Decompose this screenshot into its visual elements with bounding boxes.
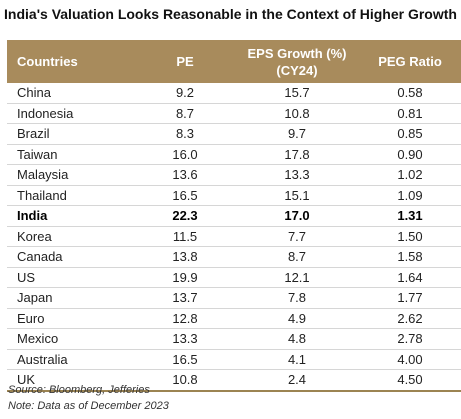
cell-pe: 13.8 (135, 246, 235, 268)
cell-eps-growth: 17.0 (235, 205, 359, 227)
chart-title: India's Valuation Looks Reasonable in th… (4, 6, 457, 22)
cell-country: Malaysia (7, 164, 135, 186)
cell-pe: 11.5 (135, 226, 235, 247)
cell-peg-ratio: 1.50 (359, 226, 461, 247)
cell-country: Mexico (7, 328, 135, 350)
table-row: Malaysia 13.6 13.3 1.02 (7, 164, 461, 186)
cell-country: Euro (7, 308, 135, 329)
cell-pe: 16.5 (135, 349, 235, 370)
table-row: US 19.9 12.1 1.64 (7, 267, 461, 288)
cell-country: China (7, 83, 135, 104)
cell-pe: 9.2 (135, 83, 235, 104)
cell-pe: 8.7 (135, 103, 235, 124)
cell-eps-growth: 2.4 (235, 369, 359, 392)
table-header-row: Countries PE EPS Growth (%) (CY24) PEG R… (7, 40, 461, 83)
valuation-table: Countries PE EPS Growth (%) (CY24) PEG R… (7, 40, 461, 392)
table-row: Australia 16.5 4.1 4.00 (7, 349, 461, 370)
cell-pe: 22.3 (135, 205, 235, 227)
header-eps-growth: EPS Growth (%) (CY24) (235, 40, 359, 83)
table-row: UK 10.8 2.4 4.50 (7, 369, 461, 392)
cell-peg-ratio: 1.31 (359, 205, 461, 227)
cell-country: US (7, 267, 135, 288)
cell-eps-growth: 12.1 (235, 267, 359, 288)
table-row: Indonesia 8.7 10.8 0.81 (7, 103, 461, 124)
cell-pe: 16.0 (135, 144, 235, 165)
header-peg-ratio: PEG Ratio (359, 40, 461, 83)
cell-peg-ratio: 1.09 (359, 185, 461, 206)
header-pe: PE (135, 40, 235, 83)
table-row: Korea 11.5 7.7 1.50 (7, 226, 461, 247)
cell-eps-growth: 8.7 (235, 246, 359, 268)
cell-peg-ratio: 0.81 (359, 103, 461, 124)
cell-pe: 13.7 (135, 287, 235, 309)
cell-peg-ratio: 4.50 (359, 369, 461, 392)
table-row: Mexico 13.3 4.8 2.78 (7, 328, 461, 350)
cell-country: Japan (7, 287, 135, 309)
table-row: Taiwan 16.0 17.8 0.90 (7, 144, 461, 165)
cell-peg-ratio: 1.77 (359, 287, 461, 309)
cell-eps-growth: 4.9 (235, 308, 359, 329)
source-note: Source: Bloomberg, Jefferies (8, 384, 150, 396)
cell-eps-growth: 15.1 (235, 185, 359, 206)
cell-eps-growth: 4.1 (235, 349, 359, 370)
table-row: Canada 13.8 8.7 1.58 (7, 246, 461, 268)
cell-pe: 16.5 (135, 185, 235, 206)
table-row: China 9.2 15.7 0.58 (7, 83, 461, 104)
cell-pe: 13.3 (135, 328, 235, 350)
data-date-note: Note: Data as of December 2023 (8, 400, 169, 412)
cell-pe: 13.6 (135, 164, 235, 186)
cell-pe: 19.9 (135, 267, 235, 288)
cell-country: Taiwan (7, 144, 135, 165)
cell-peg-ratio: 0.85 (359, 123, 461, 145)
cell-peg-ratio: 0.58 (359, 83, 461, 104)
cell-eps-growth: 4.8 (235, 328, 359, 350)
cell-peg-ratio: 2.78 (359, 328, 461, 350)
cell-eps-growth: 10.8 (235, 103, 359, 124)
cell-eps-growth: 17.8 (235, 144, 359, 165)
cell-eps-growth: 13.3 (235, 164, 359, 186)
cell-country: Australia (7, 349, 135, 370)
cell-peg-ratio: 2.62 (359, 308, 461, 329)
header-countries: Countries (7, 40, 135, 83)
cell-country: Canada (7, 246, 135, 268)
table-row: Thailand 16.5 15.1 1.09 (7, 185, 461, 206)
cell-peg-ratio: 1.64 (359, 267, 461, 288)
cell-peg-ratio: 1.58 (359, 246, 461, 268)
cell-eps-growth: 15.7 (235, 83, 359, 104)
cell-peg-ratio: 1.02 (359, 164, 461, 186)
cell-country: Indonesia (7, 103, 135, 124)
cell-eps-growth: 9.7 (235, 123, 359, 145)
header-eps-growth-text: EPS Growth (%) (CY24) (247, 45, 347, 78)
cell-pe: 8.3 (135, 123, 235, 145)
cell-peg-ratio: 0.90 (359, 144, 461, 165)
table-row: India 22.3 17.0 1.31 (7, 205, 461, 227)
cell-eps-growth: 7.8 (235, 287, 359, 309)
cell-country: India (7, 205, 135, 227)
cell-country: Thailand (7, 185, 135, 206)
cell-eps-growth: 7.7 (235, 226, 359, 247)
cell-pe: 10.8 (135, 369, 235, 392)
table-row: Brazil 8.3 9.7 0.85 (7, 123, 461, 145)
cell-country: Korea (7, 226, 135, 247)
table-body: China 9.2 15.7 0.58 Indonesia 8.7 10.8 0.81 Braz… (7, 83, 461, 392)
cell-pe: 12.8 (135, 308, 235, 329)
table-row: Japan 13.7 7.8 1.77 (7, 287, 461, 309)
cell-peg-ratio: 4.00 (359, 349, 461, 370)
cell-country: Brazil (7, 123, 135, 145)
table-row: Euro 12.8 4.9 2.62 (7, 308, 461, 329)
cell-country: UK (7, 369, 135, 392)
